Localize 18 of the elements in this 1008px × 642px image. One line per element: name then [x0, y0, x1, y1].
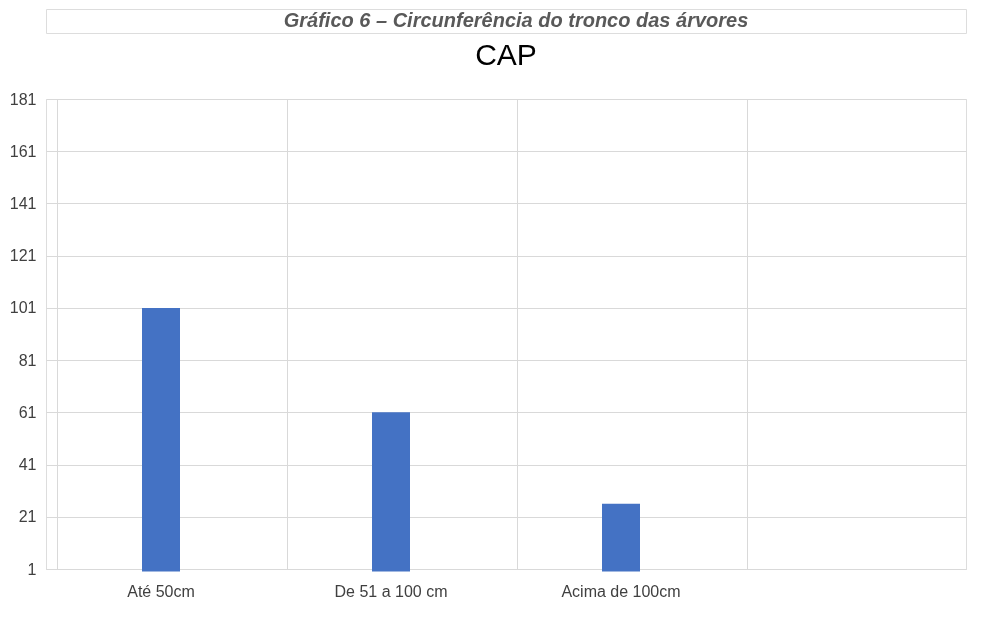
bar: [602, 503, 640, 572]
y-tick-label: 61: [18, 403, 37, 421]
y-tick-label: 1: [27, 560, 37, 578]
x-tick-label: Até 50cm: [127, 582, 195, 600]
y-tick-label: 181: [9, 90, 37, 108]
y-tick-label: 81: [18, 351, 37, 369]
y-tick-label: 161: [9, 142, 37, 160]
x-tick-label: Acima de 100cm: [561, 582, 681, 600]
bar: [372, 412, 410, 572]
x-tick-label: De 51 a 100 cm: [334, 582, 448, 600]
y-tick-label: 101: [9, 299, 37, 317]
y-tick-label: 141: [9, 194, 37, 212]
text: Gráfico 6 – Circunferência do tronco das árvores: [283, 9, 749, 31]
y-tick-label: 121: [9, 247, 37, 265]
y-tick-label: 41: [18, 456, 37, 474]
bar: [142, 307, 180, 572]
y-tick-label: 21: [18, 508, 37, 526]
chart-title: CAP: [475, 38, 537, 71]
